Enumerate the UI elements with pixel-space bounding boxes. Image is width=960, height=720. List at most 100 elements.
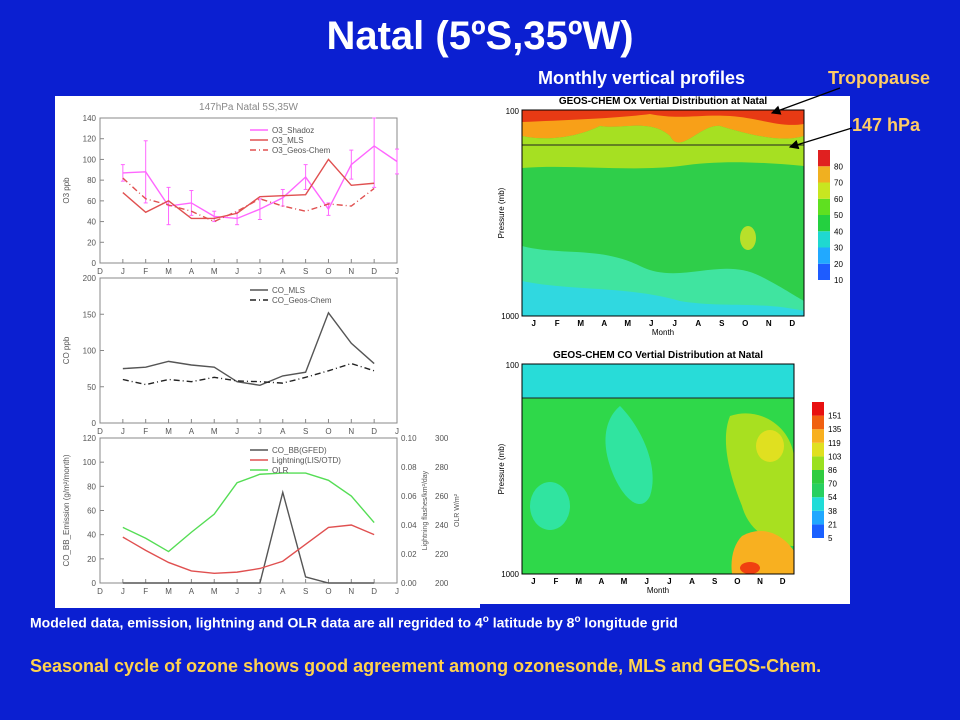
heatmap-frame bbox=[521, 109, 805, 317]
y2-tick-label: 0.00 bbox=[401, 579, 417, 588]
x-tick-label: O bbox=[325, 267, 331, 276]
colorbar-segment bbox=[812, 402, 824, 416]
tropopause-label: Tropopause bbox=[828, 68, 931, 88]
x-tick-label: A bbox=[189, 267, 195, 276]
x-tick-label: F bbox=[555, 319, 560, 328]
colorbar-label: 21 bbox=[828, 520, 837, 529]
colorbar-label: 38 bbox=[828, 507, 837, 516]
colorbar-segment bbox=[818, 215, 830, 232]
y-tick-label: 120 bbox=[83, 434, 97, 443]
series-line-O3_MLS bbox=[122, 158, 375, 220]
colorbar-label: 119 bbox=[828, 439, 841, 448]
y2-axis-label: Lightning flashes/km²/day bbox=[422, 470, 429, 550]
y-tick-label: 100 bbox=[83, 458, 97, 467]
y-axis-label: Pressure (mb) bbox=[497, 443, 506, 494]
ox-heatmap-panel: GEOS-CHEM Ox Vertial Distribution at Nat… bbox=[480, 96, 850, 346]
line-charts-panel: 147hPa Natal 5S,35W 0 20 40 60 80 100 120 140 O3 … bbox=[55, 96, 480, 608]
y-tick-label: 100 bbox=[83, 155, 97, 164]
legend-label: CO_Geos-Chem bbox=[272, 296, 332, 305]
conclusion-text: Seasonal cycle of ozone shows good agree… bbox=[30, 656, 822, 676]
x-tick-label: S bbox=[303, 427, 308, 436]
x-tick-label: J bbox=[235, 587, 239, 596]
x-tick-label: N bbox=[348, 267, 354, 276]
chart-title: 147hPa Natal 5S,35W bbox=[199, 102, 299, 113]
x-tick-label: J bbox=[235, 427, 239, 436]
y-tick-label: 0 bbox=[92, 579, 97, 588]
colorbar-segment bbox=[818, 182, 830, 199]
x-tick-label: F bbox=[143, 587, 148, 596]
y-tick-label: 100 bbox=[506, 107, 520, 116]
x-tick-label: A bbox=[601, 319, 607, 328]
x-tick-label: J bbox=[644, 577, 648, 586]
x-tick-label: J bbox=[531, 577, 535, 586]
x-tick-label: N bbox=[766, 319, 772, 328]
legend-label: CO_BB(GFED) bbox=[272, 446, 327, 455]
x-tick-label: J bbox=[258, 427, 262, 436]
y-tick-label: 1000 bbox=[501, 312, 519, 321]
x-tick-label: J bbox=[121, 427, 125, 436]
footnote: Modeled data, emission, lightning and OL… bbox=[30, 614, 678, 631]
series-line-CO_BB(GFED) bbox=[122, 489, 375, 584]
colorbar-segment bbox=[812, 442, 824, 457]
colorbar-segment bbox=[812, 497, 824, 511]
hpa147-label: 147 hPa bbox=[852, 115, 921, 135]
colorbar-label: 103 bbox=[828, 452, 842, 461]
y-axis-label: Pressure (mb) bbox=[497, 187, 506, 238]
x-tick-label: N bbox=[757, 577, 763, 586]
x-tick-label: A bbox=[189, 427, 195, 436]
x-tick-label: J bbox=[258, 267, 262, 276]
legend-label: O3_Geos-Chem bbox=[272, 146, 331, 155]
colorbar-label: 151 bbox=[828, 412, 842, 421]
y2-tick-label: 0.10 bbox=[401, 434, 417, 443]
colorbar-segment bbox=[812, 510, 824, 525]
y-tick-label: 0 bbox=[92, 259, 97, 268]
x-tick-label: M bbox=[165, 587, 172, 596]
legend-label: CO_MLS bbox=[272, 286, 305, 295]
y3-tick-label: 220 bbox=[435, 550, 449, 559]
colorbar-segment bbox=[818, 263, 830, 280]
colorbar-segment bbox=[818, 150, 830, 167]
x-tick-label: J bbox=[395, 427, 399, 436]
monthly-profiles-label: Monthly vertical profiles bbox=[538, 68, 746, 88]
colorbar-label: 54 bbox=[828, 493, 837, 502]
x-tick-label: S bbox=[719, 319, 725, 328]
x-tick-label: F bbox=[143, 427, 148, 436]
slide-title: Natal (5ºS,35ºW) bbox=[326, 14, 634, 58]
colorbar-segment bbox=[812, 470, 824, 484]
legend-label: OLR bbox=[272, 466, 289, 475]
colorbar-label: 135 bbox=[828, 425, 842, 434]
y-tick-label: 100 bbox=[506, 361, 520, 370]
x-tick-label: M bbox=[577, 319, 584, 328]
x-tick-label: A bbox=[689, 577, 695, 586]
series-line-Lightning(LIS/OTD) bbox=[122, 524, 375, 575]
y-tick-label: 80 bbox=[87, 482, 96, 491]
x-tick-label: J bbox=[395, 587, 399, 596]
heatmap-contour bbox=[522, 281, 804, 316]
y-tick-label: 150 bbox=[83, 310, 97, 319]
y-tick-label: 20 bbox=[87, 238, 96, 247]
colorbar-label: 50 bbox=[834, 211, 843, 220]
x-tick-label: J bbox=[121, 587, 125, 596]
y-axis-label: CO ppb bbox=[62, 336, 71, 364]
x-tick-label: A bbox=[280, 267, 286, 276]
heatmap-contour bbox=[756, 430, 784, 462]
colorbar-segment bbox=[812, 483, 824, 498]
y2-tick-label: 0.02 bbox=[401, 550, 417, 559]
x-tick-label: O bbox=[325, 587, 331, 596]
y-tick-label: 80 bbox=[87, 176, 96, 185]
x-tick-label: M bbox=[624, 319, 631, 328]
colorbar-segment bbox=[812, 524, 824, 538]
x-tick-label: D bbox=[780, 577, 786, 586]
x-tick-label: S bbox=[712, 577, 718, 586]
series-line-OLR bbox=[122, 472, 375, 553]
colorbar-segment bbox=[818, 247, 830, 264]
colorbar-segment bbox=[818, 166, 830, 183]
x-tick-label: O bbox=[734, 577, 740, 586]
plot-frame bbox=[99, 117, 398, 264]
x-tick-label: A bbox=[598, 577, 604, 586]
heatmap-frame bbox=[521, 363, 795, 575]
colorbar-label: 10 bbox=[834, 276, 843, 285]
y-tick-label: 40 bbox=[87, 218, 96, 227]
heatmap-contour bbox=[740, 226, 756, 250]
y2-tick-label: 0.06 bbox=[401, 492, 417, 501]
